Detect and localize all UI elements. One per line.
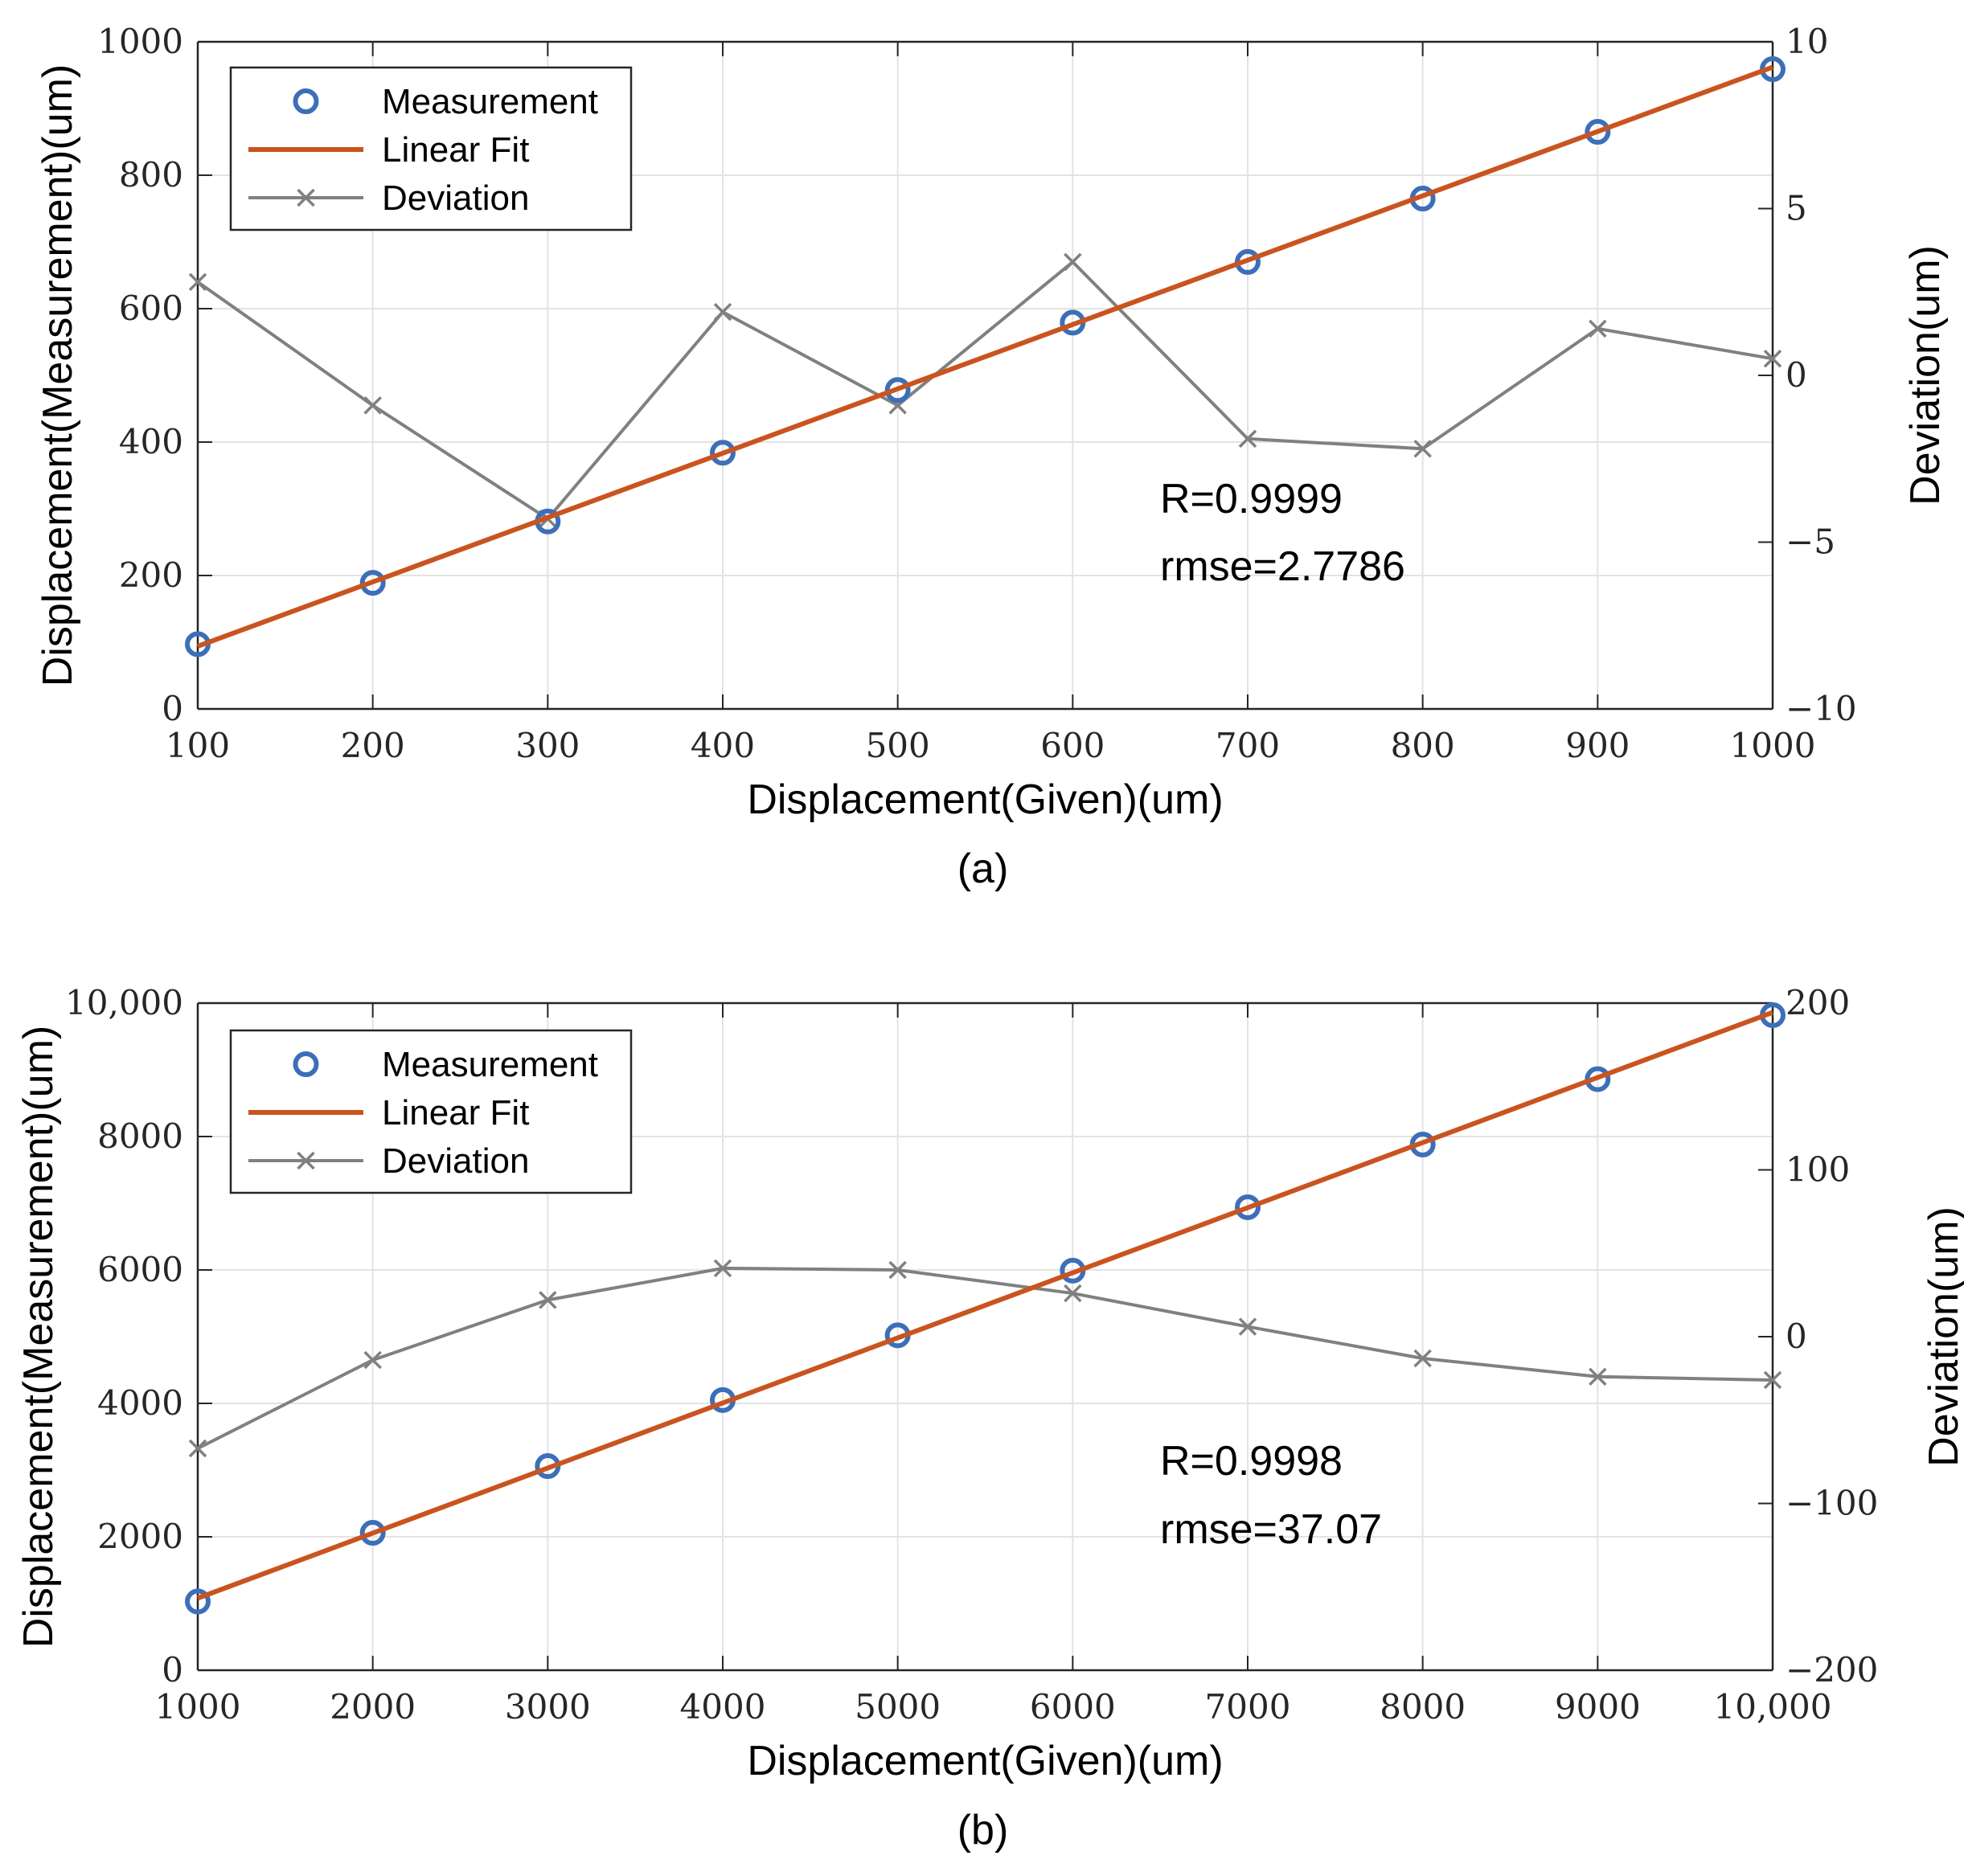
deviation-marker bbox=[1238, 429, 1257, 449]
y2-tick-label: 5 bbox=[1786, 189, 1807, 228]
y-tick-label: 400 bbox=[119, 422, 183, 461]
x-tick-label: 1000 bbox=[155, 1687, 241, 1726]
chart-a: 100 200 300 400 500 600 700 800 900 1000020040060… bbox=[35, 22, 1949, 892]
legend-measurement-symbol bbox=[293, 88, 319, 114]
y-tick-label: 600 bbox=[119, 289, 183, 328]
x-tick-label: 500 bbox=[866, 726, 930, 765]
x-tick-label: 100 bbox=[166, 726, 230, 765]
deviation-marker bbox=[1238, 1317, 1257, 1336]
measurement-point bbox=[1585, 119, 1611, 145]
legend-deviation-marker bbox=[297, 188, 315, 207]
y-tick-label: 8000 bbox=[97, 1116, 183, 1156]
y2-tick-label: 0 bbox=[1786, 1317, 1807, 1356]
deviation-marker bbox=[363, 396, 382, 415]
deviation-marker bbox=[1763, 1370, 1782, 1390]
deviation-marker bbox=[1763, 350, 1782, 368]
x-tick-label: 400 bbox=[691, 726, 755, 765]
panel-label: (b) bbox=[957, 1807, 1009, 1853]
y-tick-label: 2000 bbox=[97, 1517, 183, 1556]
linear-fit-line bbox=[196, 1010, 1774, 1601]
legend-label: Measurement bbox=[382, 1045, 598, 1084]
y-axis-label: Displacement(Measurement)(um) bbox=[15, 1026, 62, 1648]
y2-tick-label: 200 bbox=[1786, 983, 1850, 1022]
deviation-marker bbox=[888, 1260, 907, 1280]
deviation-marker bbox=[1413, 440, 1432, 458]
deviation-marker bbox=[713, 1259, 732, 1278]
x-tick-label: 6000 bbox=[1030, 1687, 1116, 1726]
x-tick-label: 7000 bbox=[1205, 1687, 1291, 1726]
linear-fit-line bbox=[196, 64, 1774, 649]
deviation-marker bbox=[1413, 1349, 1432, 1368]
legend-deviation-marker bbox=[297, 1151, 315, 1170]
deviation-marker bbox=[1589, 1367, 1607, 1387]
x-tick-label: 10,000 bbox=[1714, 1687, 1832, 1726]
measurement-point bbox=[710, 440, 736, 466]
panel-label: (a) bbox=[957, 846, 1009, 892]
deviation-marker bbox=[363, 1350, 382, 1370]
x-tick-label: 3000 bbox=[505, 1687, 591, 1726]
y2-tick-label: −10 bbox=[1786, 689, 1857, 728]
legend-label: Linear Fit bbox=[382, 1093, 529, 1133]
x-tick-label: 4000 bbox=[680, 1687, 766, 1726]
x-tick-label: 8000 bbox=[1380, 1687, 1466, 1726]
deviation-line bbox=[196, 260, 1773, 522]
r-value-annotation: R=0.9999 bbox=[1160, 476, 1343, 522]
y2-tick-label: −5 bbox=[1786, 522, 1835, 562]
y2-tick-label: 10 bbox=[1786, 22, 1828, 61]
y2-tick-label: 100 bbox=[1786, 1150, 1850, 1190]
x-axis-label: Displacement(Given)(um) bbox=[747, 1738, 1223, 1784]
deviation-marker bbox=[539, 1291, 557, 1309]
rmse-annotation: rmse=37.07 bbox=[1160, 1506, 1382, 1553]
y-axis-label: Displacement(Measurement)(um) bbox=[35, 64, 81, 686]
y-tick-label: 1000 bbox=[97, 22, 183, 61]
measurement-point bbox=[884, 377, 911, 403]
x-tick-label: 1000 bbox=[1730, 726, 1816, 765]
y2-axis-label: Deviation(um) bbox=[1902, 245, 1949, 506]
x-tick-label: 700 bbox=[1216, 726, 1280, 765]
deviation-marker bbox=[188, 1439, 207, 1458]
deviation-marker bbox=[1064, 1284, 1082, 1303]
x-axis-label: Displacement(Given)(um) bbox=[747, 776, 1223, 823]
r-value-annotation: R=0.9998 bbox=[1160, 1438, 1343, 1485]
legend-label: Measurement bbox=[382, 82, 598, 121]
rmse-annotation: rmse=2.7786 bbox=[1160, 543, 1405, 590]
x-tick-label: 9000 bbox=[1555, 1687, 1641, 1726]
legend-label: Deviation bbox=[382, 1141, 529, 1181]
y2-tick-label: −200 bbox=[1786, 1650, 1878, 1690]
y2-axis-label: Deviation(um) bbox=[1921, 1206, 1964, 1467]
deviation-marker bbox=[1064, 252, 1082, 272]
y-tick-label: 10,000 bbox=[65, 983, 183, 1022]
x-tick-label: 5000 bbox=[855, 1687, 941, 1726]
legend-measurement-symbol bbox=[293, 1051, 319, 1077]
y-tick-label: 0 bbox=[162, 1650, 183, 1690]
deviation-marker bbox=[1589, 319, 1607, 338]
legend-label: Linear Fit bbox=[382, 130, 529, 170]
deviation-line bbox=[197, 1266, 1773, 1450]
legend-label: Deviation bbox=[382, 178, 529, 218]
x-tick-label: 600 bbox=[1040, 726, 1105, 765]
measurement-point bbox=[359, 570, 386, 596]
y-tick-label: 6000 bbox=[97, 1250, 183, 1289]
deviation-marker bbox=[713, 302, 732, 322]
measurement-point bbox=[1235, 1194, 1261, 1220]
x-tick-label: 2000 bbox=[330, 1687, 416, 1726]
deviation-marker bbox=[188, 272, 207, 292]
y-tick-label: 0 bbox=[162, 689, 183, 728]
measurement-point bbox=[185, 1588, 211, 1615]
y2-tick-label: 0 bbox=[1786, 355, 1807, 395]
x-tick-label: 200 bbox=[341, 726, 405, 765]
x-tick-label: 900 bbox=[1565, 726, 1630, 765]
y2-tick-label: −100 bbox=[1786, 1484, 1878, 1523]
y-tick-label: 4000 bbox=[97, 1383, 183, 1423]
measurement-point bbox=[359, 1520, 386, 1546]
x-tick-label: 300 bbox=[515, 726, 580, 765]
chart-b: 1000 2000 3000 4000 5000 6000 7000 8000 9000 10,0… bbox=[15, 983, 1964, 1853]
y-tick-label: 800 bbox=[119, 155, 183, 195]
y-tick-label: 200 bbox=[119, 555, 183, 595]
x-tick-label: 800 bbox=[1391, 726, 1455, 765]
